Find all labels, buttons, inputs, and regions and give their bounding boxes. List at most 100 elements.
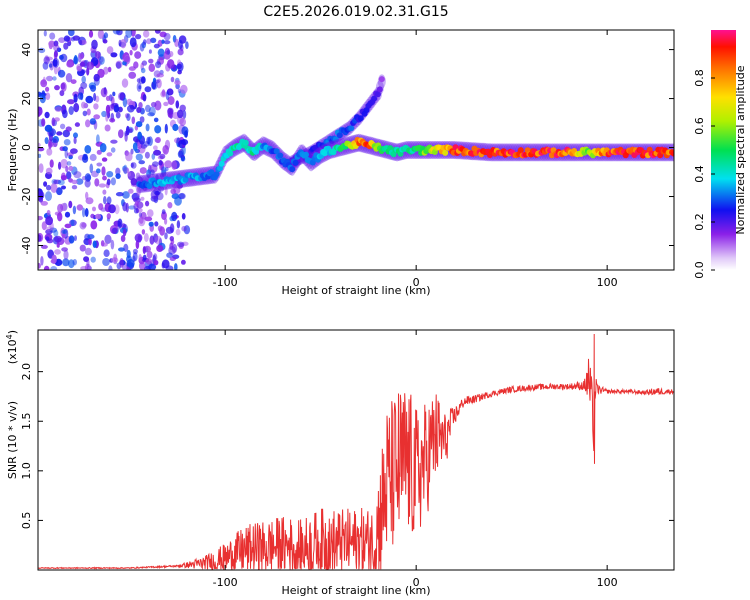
noise-blob (148, 58, 154, 64)
noise-blob (185, 41, 189, 49)
noise-blob (122, 202, 128, 212)
noise-blob (157, 48, 165, 57)
noise-blob (106, 196, 112, 205)
noise-blob (153, 260, 159, 266)
spectrogram-marks (38, 30, 674, 270)
noise-blob (138, 102, 143, 109)
noise-blob (73, 102, 80, 113)
noise-blob (38, 234, 42, 242)
snr-frame (37, 329, 675, 571)
noise-blob (181, 213, 186, 220)
noise-blob (67, 99, 75, 105)
noise-blob (142, 39, 147, 45)
noise-blob (46, 184, 52, 191)
noise-blob (98, 183, 107, 188)
noise-blob (110, 257, 119, 263)
noise-blob (40, 255, 44, 266)
noise-blob (85, 191, 89, 200)
noise-blob (113, 253, 118, 262)
noise-blob (93, 103, 99, 110)
noise-blob (79, 221, 87, 230)
snr-multiplier-exponent: 4 (5, 334, 14, 339)
noise-blob (108, 265, 113, 270)
noise-blob (46, 226, 53, 232)
noise-blob (154, 235, 162, 245)
noise-blob (144, 233, 149, 242)
noise-blob (56, 131, 63, 136)
noise-blob (150, 190, 159, 200)
noise-blob (133, 208, 139, 214)
noise-blob (86, 61, 94, 70)
colorbar-tick-label: 0.0 (693, 261, 706, 279)
noise-blob (51, 254, 57, 264)
noise-blob (149, 235, 155, 245)
noise-blob (46, 209, 51, 216)
noise-blob (136, 186, 141, 197)
noise-blob (144, 151, 150, 159)
noise-blob (57, 69, 66, 78)
noise-blob (179, 117, 186, 127)
noise-blob (90, 84, 97, 92)
noise-blob (73, 132, 78, 139)
noise-blob (174, 38, 179, 48)
ridge-point (387, 145, 394, 152)
noise-blob (164, 186, 168, 196)
noise-blob (73, 171, 82, 179)
spectrogram-x-tick-label: -100 (213, 276, 238, 289)
noise-blob (170, 188, 176, 195)
noise-blob (154, 125, 162, 134)
branch-point (376, 86, 383, 93)
noise-blob (112, 30, 121, 35)
noise-blob (43, 30, 47, 37)
noise-blob (61, 185, 66, 190)
noise-blob (87, 234, 95, 240)
noise-blob (95, 213, 101, 220)
ridge-point (292, 159, 299, 166)
noise-blob (111, 227, 118, 234)
noise-blob (65, 165, 69, 173)
noise-blob (183, 130, 188, 138)
noise-blob (49, 32, 56, 40)
noise-blob (81, 222, 87, 228)
noise-blob (72, 205, 77, 215)
noise-blob (123, 167, 130, 174)
noise-blob (88, 30, 94, 38)
noise-blob (128, 188, 134, 194)
noise-blob (140, 67, 146, 74)
noise-blob (41, 221, 47, 231)
noise-blob (82, 110, 88, 117)
noise-blob (165, 91, 170, 101)
noise-blob (164, 47, 170, 55)
noise-blob (38, 106, 43, 116)
noise-blob (130, 162, 137, 169)
noise-blob (53, 179, 62, 185)
snr-line (38, 333, 674, 570)
noise-blob (49, 159, 54, 168)
snr-x-tick-label: 0 (413, 576, 420, 589)
noise-blob (136, 78, 141, 83)
spectrogram-x-tick-label: 0 (413, 276, 420, 289)
noise-blob (41, 118, 46, 127)
noise-blob (134, 233, 143, 243)
noise-blob (130, 105, 135, 110)
noise-blob (39, 191, 45, 199)
ridge-point (670, 150, 674, 157)
noise-blob (144, 216, 153, 222)
noise-blob (84, 145, 92, 154)
noise-blob (153, 149, 162, 156)
noise-blob (144, 265, 151, 270)
noise-blob (138, 160, 145, 165)
noise-blob (163, 32, 171, 41)
noise-blob (110, 147, 116, 153)
noise-blob (127, 171, 131, 177)
noise-blob (144, 86, 152, 93)
noise-blob (38, 262, 41, 269)
noise-blob (86, 258, 90, 268)
noise-blob (82, 154, 89, 163)
noise-blob (146, 136, 151, 145)
noise-blob (57, 203, 64, 213)
noise-blob (128, 71, 137, 79)
noise-blob (115, 111, 121, 119)
noise-blob (153, 79, 160, 84)
noise-blob (122, 228, 127, 237)
